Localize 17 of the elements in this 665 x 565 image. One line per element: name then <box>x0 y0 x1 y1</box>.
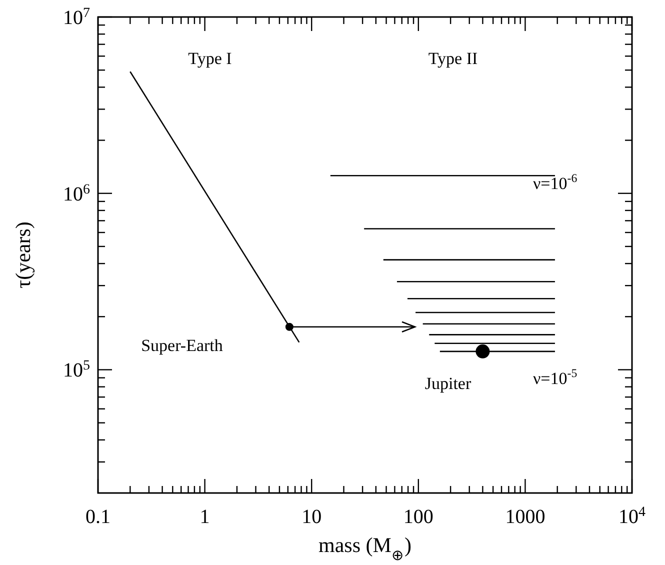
annotation: Super-Earth <box>141 336 224 355</box>
annotation: ν=10$^{-5}$ <box>533 366 578 388</box>
x-tick-label: 1000 <box>505 506 546 528</box>
x-tick-label: 10 <box>302 506 322 528</box>
annotation: Type I <box>188 48 232 68</box>
y-axis-title: τ(years) <box>11 222 35 288</box>
x-tick-label: 1 <box>200 506 210 528</box>
x-tick-label: 0.1 <box>86 506 110 528</box>
y-tick-label: 10$^{7}$ <box>63 6 90 29</box>
annotation: Jupiter <box>424 374 472 393</box>
annotation: Type II <box>428 48 478 68</box>
annotation: ν=10$^{-6}$ <box>533 170 578 193</box>
x-tick-label: 10$^{4}$ <box>618 504 646 528</box>
x-tick-label: 100 <box>403 506 434 528</box>
y-tick-label: 10$^{6}$ <box>63 182 90 206</box>
x-axis-title: mass (M$_{⊕}$) <box>318 533 412 564</box>
y-tick-label: 10$^{5}$ <box>63 358 90 382</box>
